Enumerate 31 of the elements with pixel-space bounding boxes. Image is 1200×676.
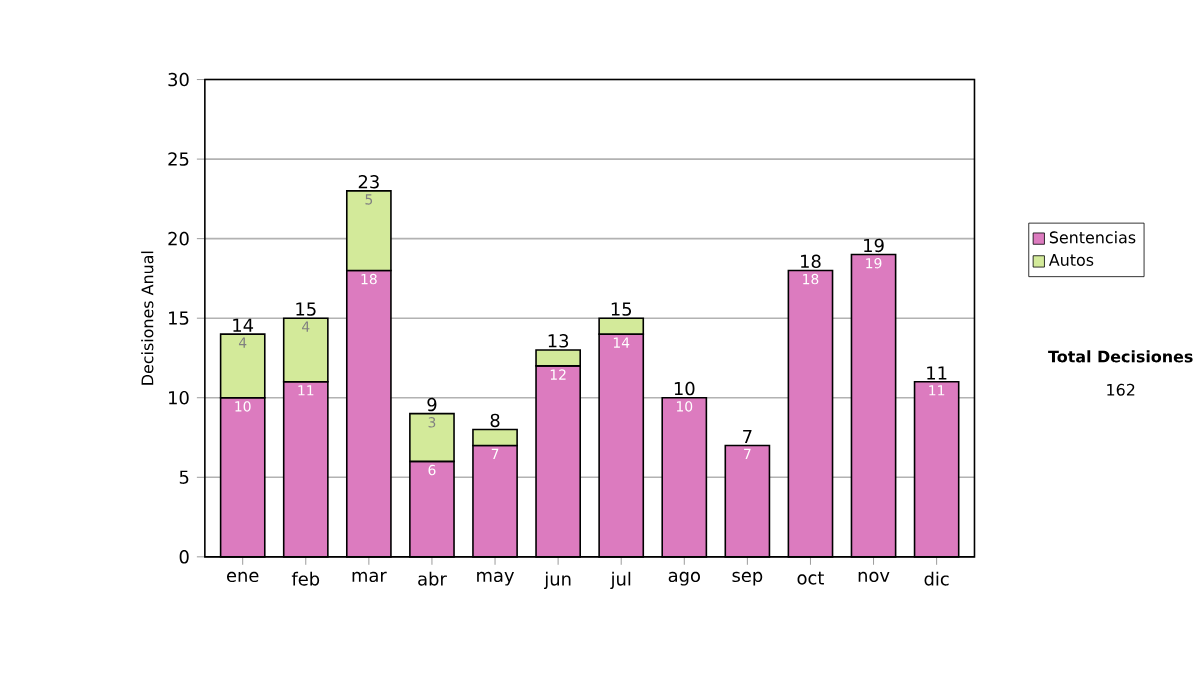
x-tick-label: dic xyxy=(924,571,949,586)
total-label: 14 xyxy=(233,318,254,332)
x-tick-label: mar xyxy=(352,571,387,583)
total-label: 7 xyxy=(743,429,752,444)
y-tick-label: 5 xyxy=(179,470,189,484)
x-tick-label: oct xyxy=(797,571,824,585)
x-tick-label: abr xyxy=(418,571,447,586)
total-label: 15 xyxy=(611,302,632,316)
x-tick-label: ago xyxy=(668,571,700,586)
total-label: 10 xyxy=(674,381,695,396)
total-label: 9 xyxy=(427,397,437,412)
x-tick-label: feb xyxy=(291,571,320,586)
x-tick-label: sep xyxy=(732,571,763,586)
x-tick-label: jun xyxy=(543,571,571,590)
x-tick-label: ene xyxy=(227,571,259,583)
y-tick-label: 25 xyxy=(168,152,189,166)
x-tick-label: jul xyxy=(610,571,631,590)
y-tick-label: 10 xyxy=(169,390,189,405)
total-label: 8 xyxy=(490,413,500,428)
total-label: 15 xyxy=(296,302,316,316)
x-tick-label: nov xyxy=(858,571,890,583)
total-label: 23 xyxy=(358,174,379,189)
y-tick-label: 15 xyxy=(169,311,189,325)
x-tick-label: may xyxy=(477,571,515,586)
y-tick-label: 30 xyxy=(168,72,189,87)
total-label: 11 xyxy=(927,366,947,380)
y-tick-label: 20 xyxy=(168,231,189,246)
total-label: 13 xyxy=(548,334,569,348)
y-tick-label: 0 xyxy=(179,550,189,564)
total-label: 19 xyxy=(864,238,884,253)
total-label: 18 xyxy=(801,254,821,269)
